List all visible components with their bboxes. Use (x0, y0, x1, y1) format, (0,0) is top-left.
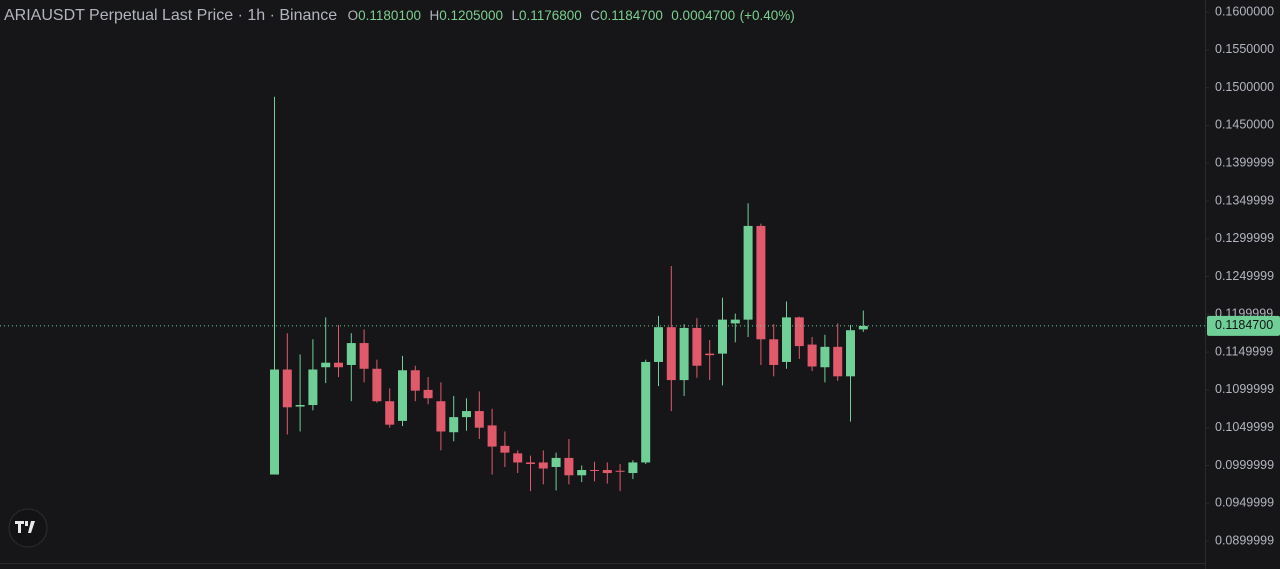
candle-body (590, 470, 599, 472)
value: 0.1184700 (600, 8, 663, 23)
change: 0.0004700 (671, 8, 736, 23)
value: 0.1180100 (358, 8, 421, 23)
candle-body (385, 401, 395, 425)
candle-body (769, 339, 779, 365)
candle-body (295, 405, 305, 407)
candle-body (577, 470, 587, 476)
candle-body (449, 417, 459, 433)
candle-body (820, 346, 830, 368)
candle-body (641, 361, 651, 463)
tv-logo (8, 508, 48, 548)
candle-body (833, 346, 843, 377)
candle-body (730, 319, 740, 324)
label: C (590, 8, 601, 23)
y-tick-label: 0.1049999 (1215, 420, 1274, 434)
candle-body (679, 327, 689, 381)
candle-body (487, 425, 497, 447)
candle-body (564, 457, 574, 476)
y-tick-label: 0.1149999 (1215, 344, 1273, 358)
candle-body (794, 317, 804, 347)
candle-body (526, 462, 535, 464)
candle-body (807, 344, 817, 367)
y-tick-label: 0.1450000 (1215, 118, 1274, 132)
value: 0.1176800 (518, 8, 582, 23)
candle-body (334, 362, 343, 368)
candle-body (513, 453, 523, 463)
candle-body (462, 411, 471, 418)
last-price-box (1207, 315, 1280, 336)
candle-body (666, 327, 676, 381)
candle-body (718, 319, 727, 354)
candle-body (846, 330, 855, 377)
y-tick-label: 0.1500000 (1215, 80, 1274, 94)
y-tick-label: 0.1550000 (1215, 42, 1274, 56)
y-tick-label: 0.1249999 (1215, 269, 1274, 283)
y-tick-label: 0.1399999 (1215, 156, 1274, 170)
candle-body (615, 470, 625, 472)
candle-body (282, 369, 292, 408)
label: H (429, 8, 440, 23)
label: L (511, 8, 519, 23)
candle-body (858, 325, 868, 330)
candle-body (654, 327, 663, 362)
y-tick-label: 0.0899999 (1215, 533, 1274, 547)
candle-body (551, 457, 561, 467)
candle-body (410, 370, 420, 391)
candle-body (321, 362, 331, 368)
value: 0.1205000 (439, 8, 504, 23)
label: O (347, 8, 359, 23)
candle-body (359, 343, 369, 369)
candle-body (474, 411, 484, 428)
y-tick-label: 0.0999999 (1215, 458, 1274, 472)
y-tick-label: 0.1099999 (1215, 382, 1274, 396)
candle-body (692, 327, 702, 366)
candle-body (270, 369, 279, 475)
change-percent: (+0.40%) (739, 8, 795, 23)
candle-body (782, 317, 791, 362)
candle-body (705, 353, 715, 356)
candle-body (538, 462, 548, 469)
candle-body (756, 225, 766, 340)
y-tick-label: 0.1600000 (1215, 4, 1274, 18)
candle-body (308, 369, 318, 406)
candle-body (346, 343, 356, 365)
y-tick-label: 0.1299999 (1215, 231, 1274, 245)
candle-body (743, 225, 753, 320)
legend-header: ARIAUSDT Perpetual Last Price · 1h · Bin… (4, 7, 795, 25)
candle-body (398, 370, 407, 421)
candle-body (436, 401, 446, 432)
symbol: ARIAUSDT Perpetual Last Price · 1h · Bin… (4, 7, 338, 24)
y-tick-label: 0.0949999 (1215, 496, 1274, 510)
last-price-label: 0.1184700 (1215, 318, 1273, 332)
candle-body (628, 462, 638, 474)
candle-body (602, 470, 612, 474)
candle-body (372, 368, 382, 402)
candle-body (500, 445, 510, 453)
y-tick-label: 0.1349999 (1215, 193, 1274, 207)
candle-body (423, 389, 433, 399)
